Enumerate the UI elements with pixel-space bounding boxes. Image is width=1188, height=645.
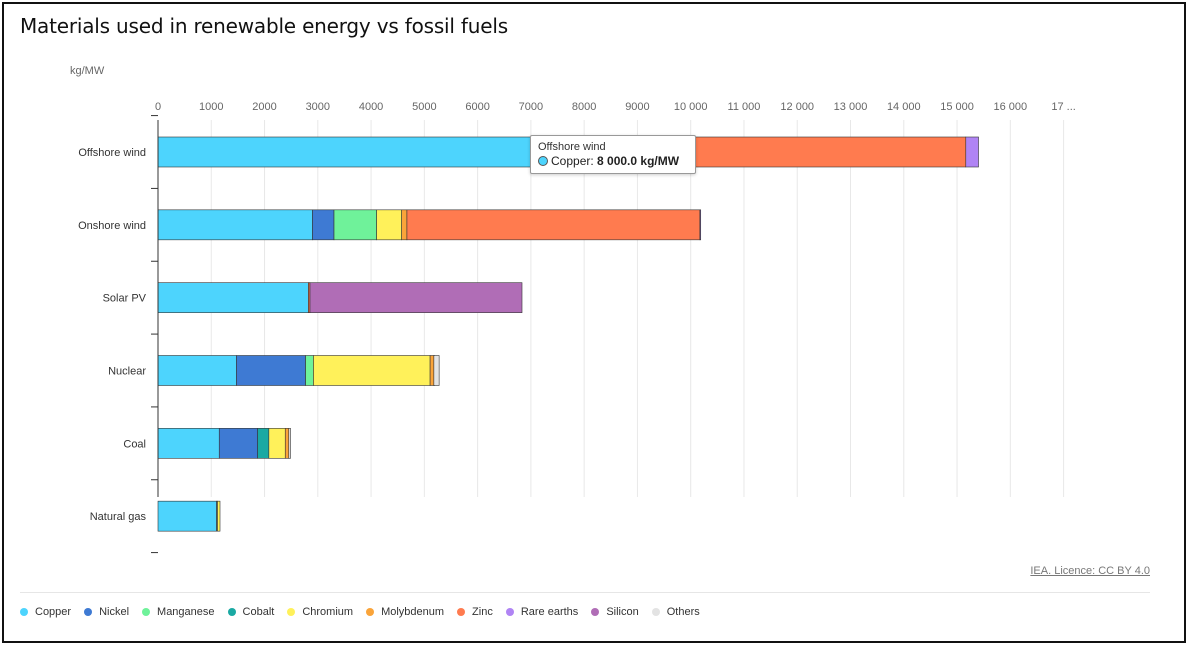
legend-swatch	[142, 608, 151, 616]
legend-swatch	[84, 608, 93, 616]
legend-swatch	[651, 608, 660, 616]
bar-segment[interactable]	[312, 209, 335, 241]
legend-item[interactable]: Others	[651, 606, 700, 618]
bar-segment[interactable]	[157, 428, 220, 459]
tooltip-series-dot	[538, 156, 548, 166]
legend-label: Chromium	[302, 606, 354, 618]
bar-segment[interactable]	[429, 355, 435, 386]
x-tick-label: 14 000	[887, 101, 921, 113]
bar-segment[interactable]	[333, 209, 377, 241]
bar-segment[interactable]	[309, 282, 523, 313]
category-label: Natural gas	[90, 511, 147, 523]
x-tick-label: 17 ...	[1051, 101, 1075, 113]
tooltip-title: Offshore wind	[538, 141, 606, 153]
bar-segment[interactable]	[672, 136, 967, 168]
category-label: Onshore wind	[78, 220, 146, 232]
bar-segment[interactable]	[218, 428, 258, 459]
legend-divider	[20, 592, 1150, 593]
bar-segment[interactable]	[157, 209, 313, 241]
x-tick-label: 13 000	[834, 101, 868, 113]
legend-label: Rare earths	[520, 606, 579, 618]
x-tick-label: 15 000	[940, 101, 974, 113]
bar-segment[interactable]	[965, 136, 979, 168]
legend: Copper Nickel Manganese Cobalt Chromium Molyb…	[20, 606, 713, 618]
tooltip-series: Copper	[551, 154, 591, 168]
bar-segment[interactable]	[157, 282, 309, 313]
legend-swatch	[591, 608, 600, 616]
legend-swatch	[366, 608, 375, 616]
x-tick-label: 3000	[306, 101, 330, 113]
unit-label: kg/MW	[70, 65, 105, 77]
bar-segment[interactable]	[284, 428, 290, 459]
bar-segment[interactable]	[217, 500, 221, 532]
tooltip-row: Copper: 8 000.0 kg/MW	[538, 154, 679, 168]
y-axis	[151, 115, 159, 554]
bar-segment[interactable]	[699, 209, 702, 241]
legend-label: Copper	[35, 606, 72, 618]
x-tick-label: 6000	[465, 101, 489, 113]
category-label: Solar PV	[103, 293, 147, 305]
legend-label: Silicon	[606, 606, 639, 618]
x-tick-label: 11 000	[728, 101, 761, 113]
legend-item[interactable]: Copper	[20, 606, 71, 618]
category-labels: Offshore wind Onshore wind Solar PV Nuclear…	[78, 147, 147, 523]
bar-segment[interactable]	[376, 209, 402, 241]
x-axis-ticks: 0 1000 2000 3000 4000 5000 6000 7000 8000 9000 10 …	[155, 101, 1076, 113]
legend-label: Molybdenum	[381, 606, 445, 618]
category-label: Offshore wind	[78, 147, 146, 159]
x-tick-label: 1000	[199, 101, 223, 113]
legend-swatch	[505, 608, 514, 616]
legend-item[interactable]: Molybdenum	[366, 606, 444, 618]
legend-label: Cobalt	[242, 606, 275, 618]
legend-label: Manganese	[157, 606, 215, 618]
category-label: Nuclear	[108, 366, 146, 378]
x-tick-label: 10 000	[674, 101, 708, 113]
tooltip: Offshore wind Copper: 8 000.0 kg/MW	[530, 135, 696, 174]
bar-segment[interactable]	[313, 355, 431, 386]
x-tick-label: 0	[155, 101, 161, 113]
bar-segment[interactable]	[236, 355, 306, 386]
bar-segment[interactable]	[257, 428, 270, 459]
x-tick-label: 8000	[572, 101, 596, 113]
chart-title: Materials used in renewable energy vs fo…	[20, 14, 508, 38]
x-tick-label: 16 000	[993, 101, 1027, 113]
x-tick-label: 7000	[519, 101, 543, 113]
bar-segment[interactable]	[406, 209, 701, 241]
legend-swatch	[227, 608, 236, 616]
legend-item[interactable]: Manganese	[142, 606, 215, 618]
legend-label: Others	[666, 606, 700, 618]
bars	[157, 136, 979, 532]
x-tick-label: 4000	[359, 101, 383, 113]
bar-segment[interactable]	[157, 500, 217, 532]
bar-segment[interactable]	[433, 355, 440, 386]
bar-segment[interactable]	[288, 428, 291, 459]
bar-segment[interactable]	[305, 355, 314, 386]
legend-item[interactable]: Rare earths	[505, 606, 579, 618]
tooltip-value: 8 000.0 kg/MW	[597, 154, 680, 168]
legend-item[interactable]: Zinc	[457, 606, 493, 618]
legend-item[interactable]: Chromium	[287, 606, 353, 618]
legend-item[interactable]: Nickel	[84, 606, 129, 618]
x-tick-label: 5000	[412, 101, 436, 113]
source-link[interactable]: IEA. Licence: CC BY 4.0	[1030, 565, 1150, 577]
legend-item[interactable]: Cobalt	[227, 606, 275, 618]
legend-label: Zinc	[472, 606, 493, 618]
legend-swatch	[457, 608, 466, 616]
bar-segment[interactable]	[157, 355, 237, 386]
legend-swatch	[287, 608, 296, 616]
legend-swatch	[20, 608, 28, 616]
category-label: Coal	[123, 438, 146, 450]
legend-item[interactable]: Silicon	[591, 606, 639, 618]
legend-label: Nickel	[99, 606, 130, 618]
x-tick-label: 2000	[252, 101, 276, 113]
bar-segment[interactable]	[268, 428, 286, 459]
x-tick-label: 12 000	[780, 101, 814, 113]
bar-segment[interactable]	[401, 209, 408, 241]
x-tick-label: 9000	[625, 101, 649, 113]
bar-segment[interactable]	[157, 136, 585, 168]
